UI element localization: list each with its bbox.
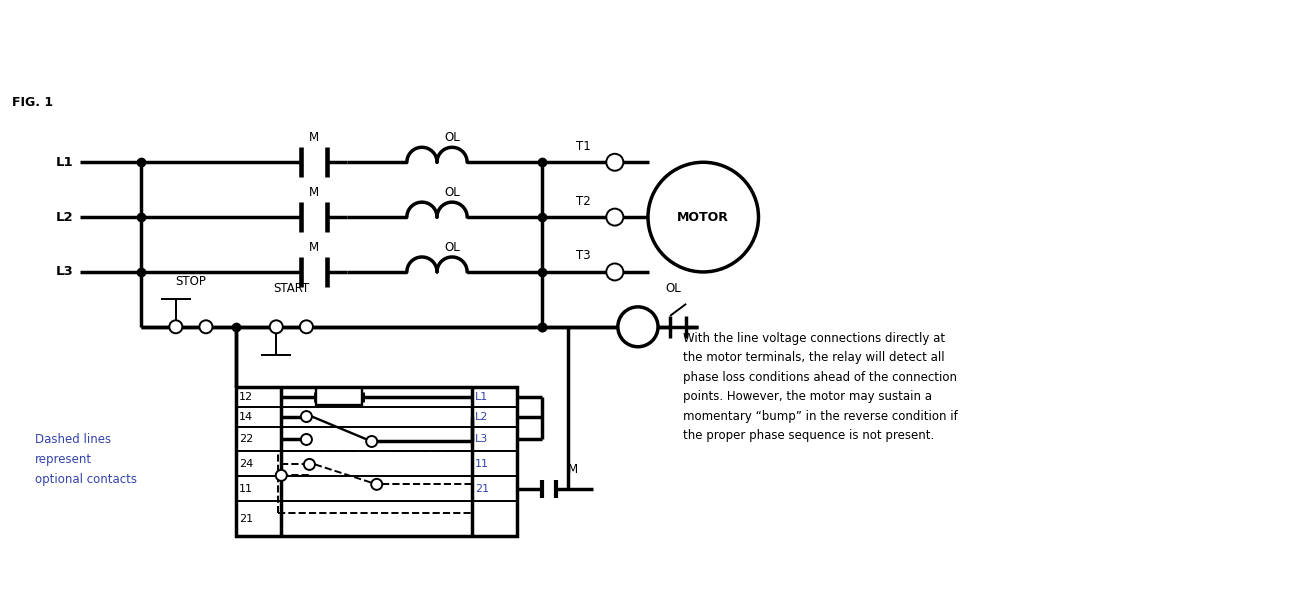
Circle shape [276,470,287,481]
Text: 22: 22 [239,434,253,444]
Circle shape [606,263,623,280]
Text: 14: 14 [239,412,253,422]
Text: L1: L1 [475,392,488,401]
Circle shape [300,434,312,445]
Text: With the line voltage connections directly at
the motor terminals, the relay wil: With the line voltage connections direct… [683,332,957,442]
Text: OL: OL [444,131,460,144]
Circle shape [366,436,377,447]
Text: STOP: STOP [175,276,206,288]
Circle shape [606,154,623,170]
Circle shape [300,320,313,333]
Circle shape [170,320,183,333]
Text: L3: L3 [475,434,488,444]
Text: M: M [310,131,319,144]
Circle shape [300,411,312,422]
Text: 21: 21 [475,485,490,494]
Text: OL: OL [444,241,460,254]
Text: 21: 21 [239,514,253,524]
Text: FIG. 1: FIG. 1 [12,96,54,109]
Bar [236,387,517,536]
Bar [316,388,362,405]
Circle shape [270,320,283,333]
Text: M: M [632,320,644,333]
Text: OL: OL [665,282,680,295]
Bar [278,452,473,513]
Text: Solid State Protective Relays:: Solid State Protective Relays: [503,17,803,35]
Circle shape [606,208,623,225]
Text: 12: 12 [239,392,253,401]
Text: T3: T3 [576,249,590,263]
Text: MOTOR: MOTOR [678,211,729,224]
Text: M: M [568,463,577,476]
Text: OL: OL [444,186,460,199]
Text: Class 8430 Type DAS, DASW, DASV and DASVW: Class 8430 Type DAS, DASW, DASV and DASV… [414,53,892,71]
Text: M: M [310,186,319,199]
Text: START: START [273,282,310,295]
Circle shape [200,320,213,333]
Text: T1: T1 [576,140,590,153]
Circle shape [371,479,383,490]
Circle shape [618,307,658,347]
Text: L2: L2 [55,211,73,224]
Text: Dashed lines
represent
optional contacts: Dashed lines represent optional contacts [35,433,137,486]
Text: L1: L1 [55,156,73,169]
Text: L2: L2 [475,412,488,422]
Text: 11: 11 [239,485,253,494]
Text: M: M [310,241,319,254]
Text: 11: 11 [475,459,490,469]
Circle shape [648,163,759,272]
Text: T2: T2 [576,195,590,208]
Circle shape [304,459,315,470]
Text: 24: 24 [239,459,253,469]
Text: L3: L3 [55,265,73,279]
